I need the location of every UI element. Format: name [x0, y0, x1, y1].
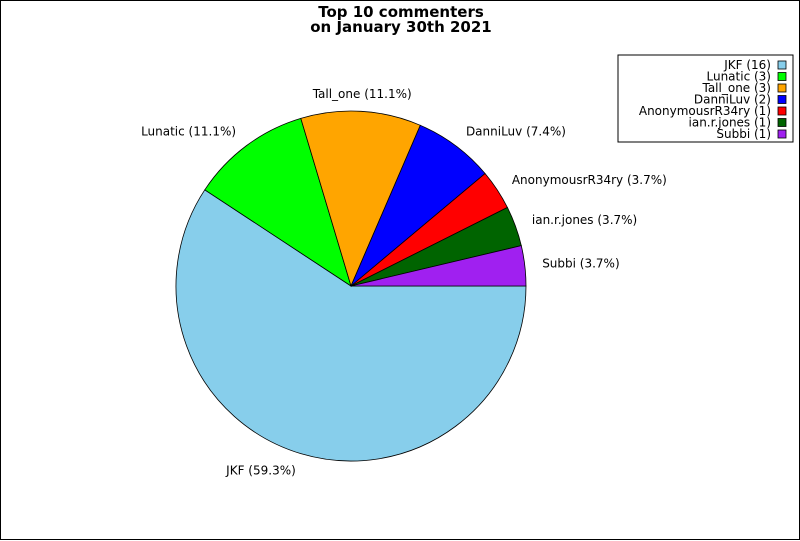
- legend-items: JKF (16)Lunatic (3)Tall_one (3)DanniLuv …: [639, 58, 787, 141]
- legend-label: Lunatic (3): [707, 70, 772, 84]
- slice-label: JKF (59.3%): [225, 463, 296, 477]
- pie-slice-subbi: [350, 245, 527, 287]
- slice-label: Lunatic (11.1%): [141, 125, 236, 139]
- pie-slices: [175, 110, 527, 462]
- legend-label: AnonymousrR34ry (1): [639, 104, 771, 118]
- legend-swatch: [777, 106, 787, 116]
- legend-label: ian.r.jones (1): [689, 116, 771, 130]
- legend: JKF (16)Lunatic (3)Tall_one (3)DanniLuv …: [617, 54, 794, 143]
- slice-label: AnonymousrR34ry (3.7%): [512, 173, 667, 187]
- legend-swatch: [777, 83, 787, 93]
- legend-swatch: [777, 118, 787, 127]
- legend-label: Tall_one (3): [701, 81, 771, 95]
- legend-box: [617, 54, 794, 143]
- slice-label: Subbi (3.7%): [542, 257, 619, 271]
- chart-title-line-2: on January 30th 2021: [310, 18, 491, 36]
- legend-label: JKF (16): [723, 58, 771, 72]
- pie-slice-tall-one: [300, 110, 421, 288]
- legend-label: Subbi (1): [716, 127, 771, 141]
- legend-swatch: [777, 129, 787, 139]
- legend-label: DanniLuv (2): [694, 93, 771, 107]
- slice-label: Tall_one (11.1%): [312, 87, 412, 101]
- legend-swatch: [777, 95, 787, 104]
- slice-label: ian.r.jones (3.7%): [532, 213, 637, 227]
- slice-labels: JKF (59.3%) Lunatic (11.1%) Tall_one (11.1…: [141, 87, 667, 478]
- legend-swatch: [777, 72, 787, 81]
- slice-label: DanniLuv (7.4%): [466, 125, 566, 139]
- chart-title-line-1: Top 10 commenters: [318, 3, 484, 21]
- legend-swatch: [777, 60, 787, 70]
- pie-slice-lunatic: [204, 117, 352, 287]
- pie-slice-jkf: [175, 189, 527, 462]
